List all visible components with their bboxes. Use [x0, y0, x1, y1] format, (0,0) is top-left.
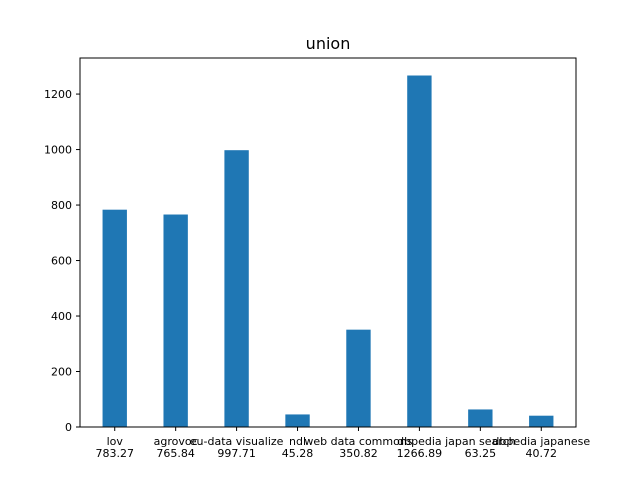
chart-title: union [306, 34, 351, 53]
x-value-label-3: 45.28 [282, 447, 314, 460]
y-tick-label-1: 200 [51, 366, 72, 379]
x-tick-label-5: dbpedia [397, 435, 442, 448]
bar-2 [224, 150, 249, 427]
bar-0 [102, 209, 127, 427]
x-value-label-6: 63.25 [465, 447, 497, 460]
bar-5 [407, 75, 432, 427]
x-tick-label-6: japan search [444, 435, 516, 448]
bars-group [102, 75, 554, 427]
x-tick-label-4: web data commons [304, 435, 412, 448]
bar-1 [163, 214, 188, 427]
x-tick-label-3: ndl [289, 435, 306, 448]
y-axis: 0 200 400 600 800 1000 1200 [44, 88, 80, 434]
bar-6 [468, 409, 493, 427]
x-value-label-7: 40.72 [526, 447, 558, 460]
y-tick-label-3: 600 [51, 255, 72, 268]
bar-7 [529, 415, 554, 427]
y-tick-label-5: 1000 [44, 144, 72, 157]
y-tick-label-4: 800 [51, 199, 72, 212]
x-tick-label-7: dbpedia japanese [492, 435, 590, 448]
y-tick-label-0: 0 [65, 421, 72, 434]
y-tick-label-2: 400 [51, 310, 72, 323]
x-value-label-1: 765.84 [156, 447, 195, 460]
plot-frame [79, 57, 577, 428]
x-value-label-4: 350.82 [339, 447, 378, 460]
bar-4 [346, 329, 371, 427]
x-value-label-2: 997.71 [217, 447, 256, 460]
x-tick-label-1: agrovoc [154, 435, 198, 448]
x-tick-label-2: eu-data visualize [190, 435, 284, 448]
y-tick-label-6: 1200 [44, 88, 72, 101]
x-value-label-5: 1266.89 [397, 447, 443, 460]
x-tick-label-0: lov [107, 435, 124, 448]
bar-3 [285, 414, 310, 427]
x-value-label-0: 783.27 [95, 447, 134, 460]
